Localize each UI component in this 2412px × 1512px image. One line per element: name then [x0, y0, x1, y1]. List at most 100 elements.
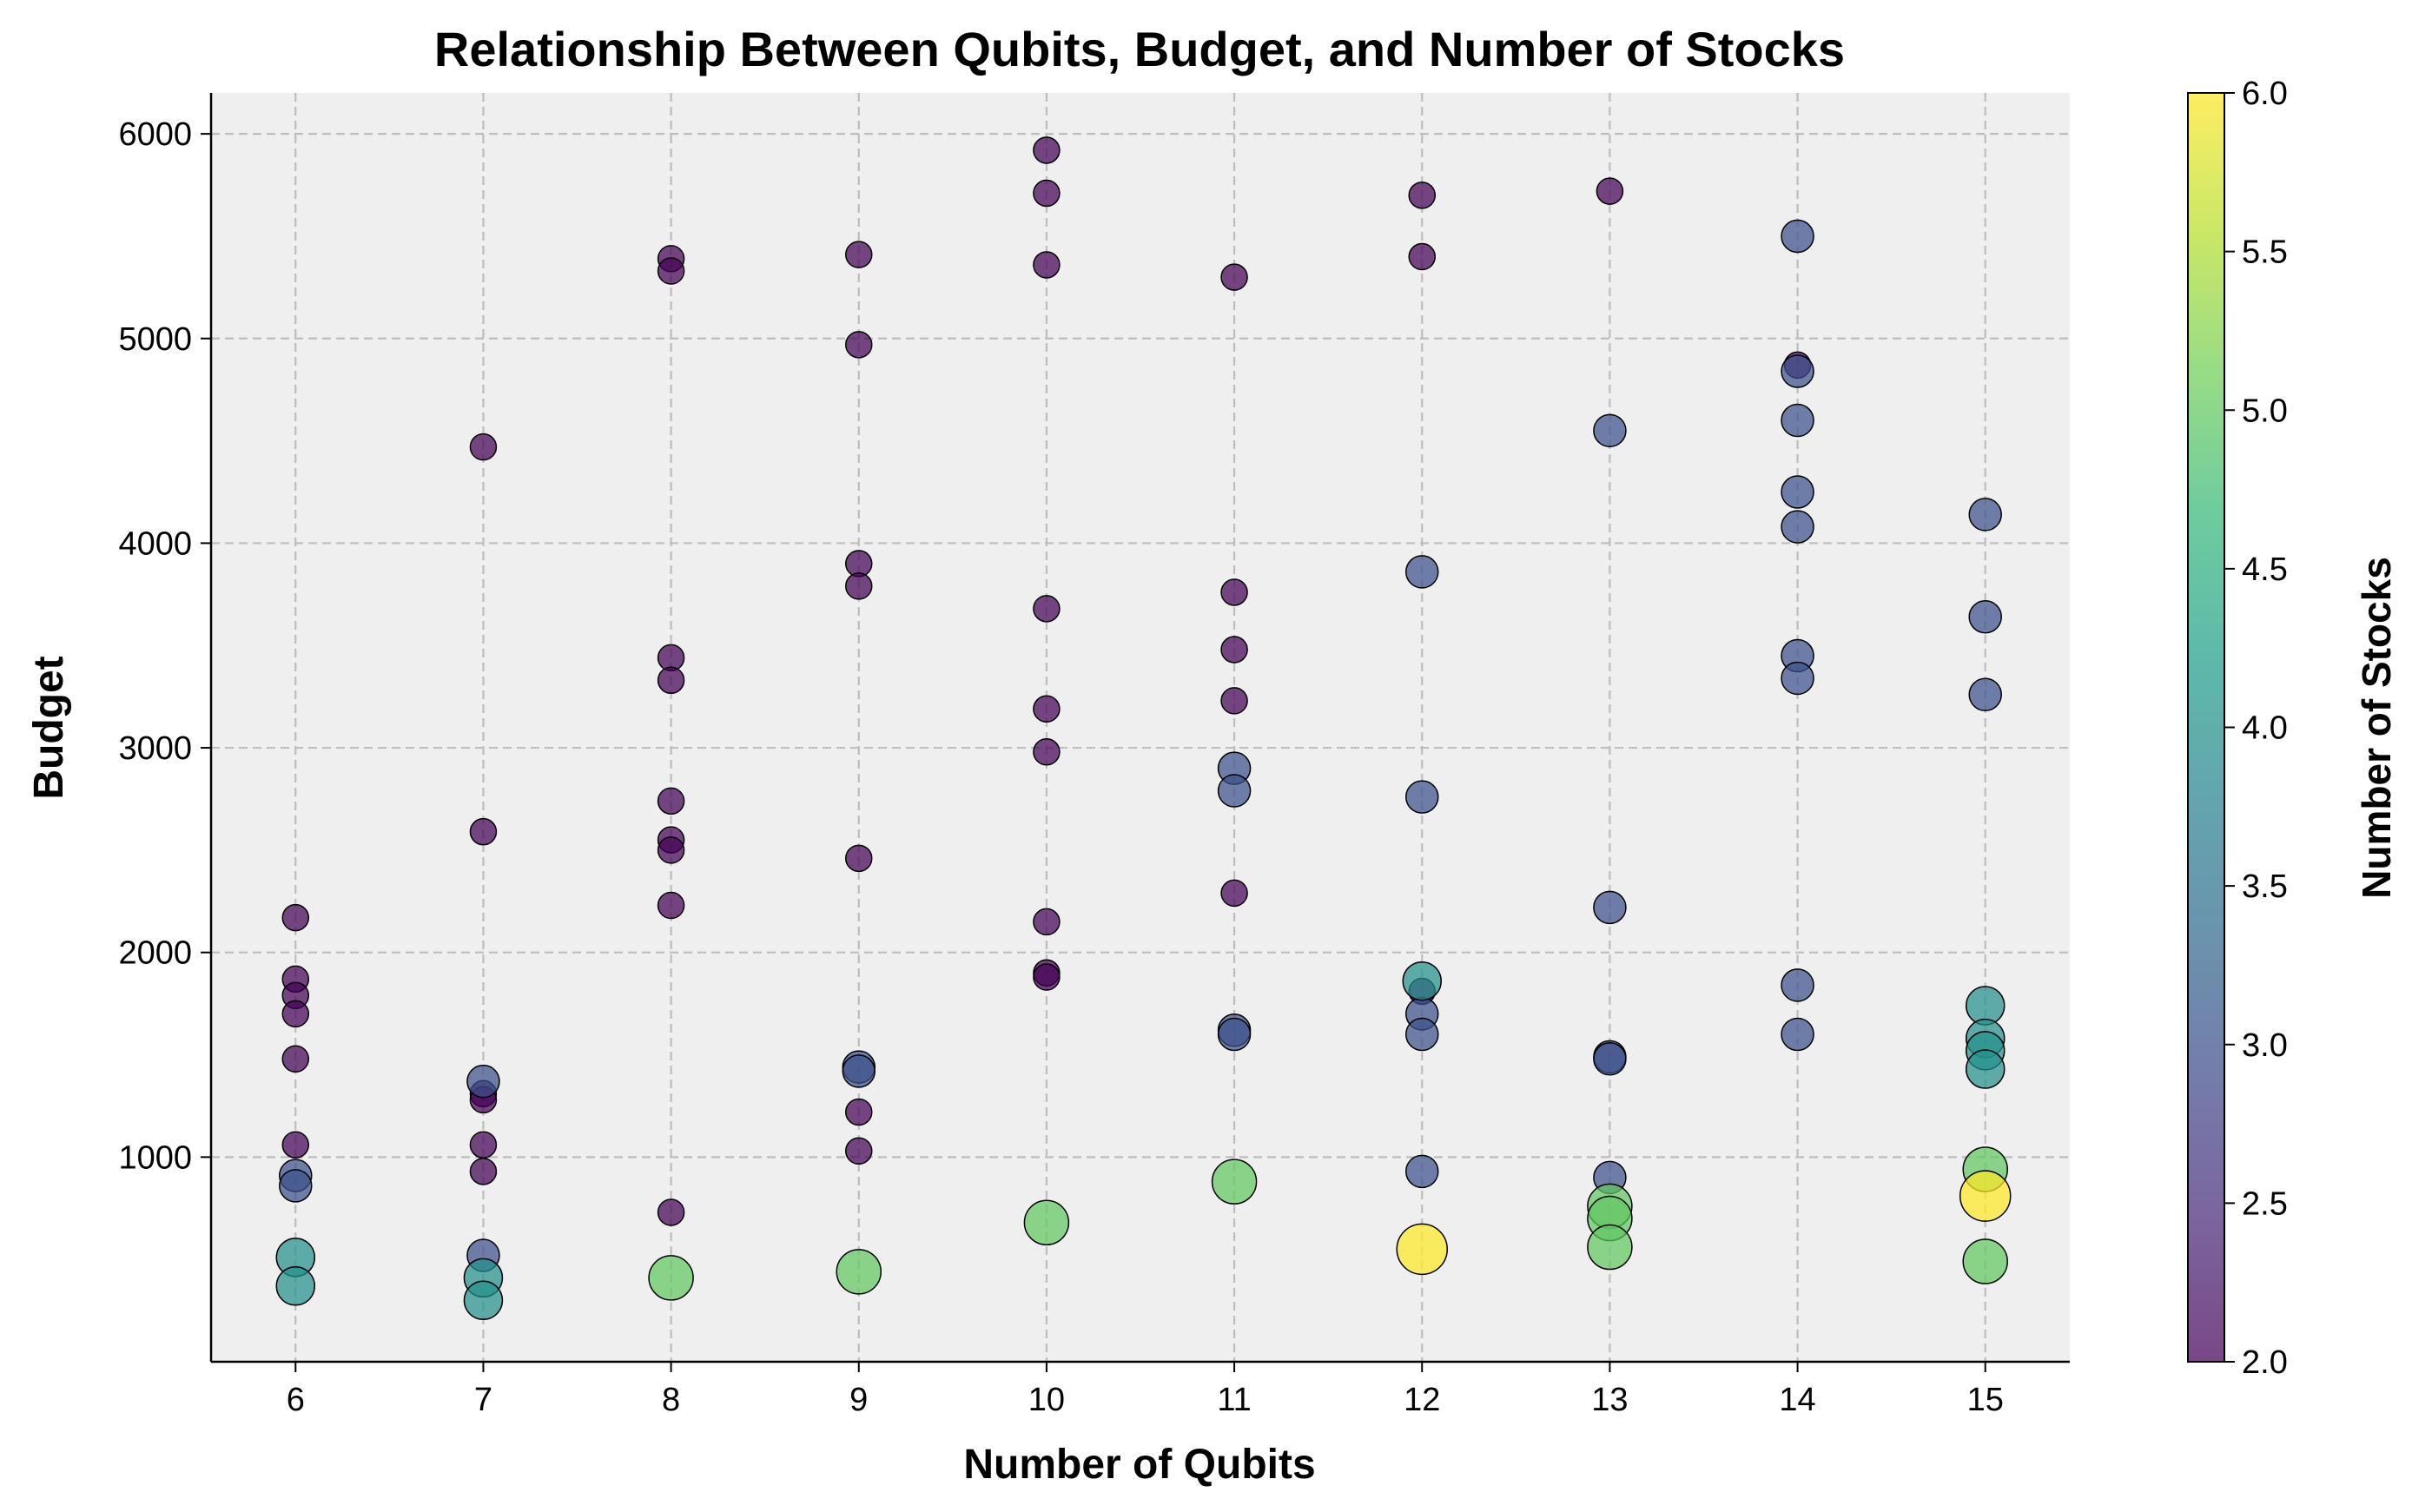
- y-tick-label: 6000: [118, 116, 192, 153]
- colorbar-label: Number of Stocks: [2354, 557, 2399, 899]
- colorbar-tick-label: 5.0: [2242, 393, 2288, 429]
- colorbar: 2.0 2.5 3.0 3.5 4.0 4.5 5.0 5.5 6.0 Number of St…: [2187, 76, 2399, 1381]
- data-point: [657, 666, 685, 695]
- data-point: [648, 1255, 694, 1301]
- data-point: [1220, 687, 1248, 715]
- data-point: [281, 1000, 310, 1028]
- data-point: [1023, 1199, 1070, 1246]
- data-point: [845, 844, 873, 873]
- data-point: [1217, 774, 1252, 808]
- data-point: [279, 1169, 313, 1203]
- x-tick-label: 6: [287, 1382, 305, 1418]
- data-point: [845, 331, 873, 359]
- data-point: [1781, 475, 1814, 509]
- y-tick-label: 3000: [118, 730, 192, 767]
- data-point: [1033, 136, 1061, 164]
- data-point: [1033, 738, 1061, 766]
- data-point: [1404, 1017, 1439, 1052]
- data-point: [469, 432, 498, 461]
- data-point: [1968, 677, 2002, 712]
- data-point: [1781, 661, 1814, 696]
- data-point: [469, 1158, 498, 1185]
- colorbar-ticks: 2.0 2.5 3.0 3.5 4.0 4.5 5.0 5.5 6.0: [2224, 76, 2288, 1381]
- data-point: [281, 1131, 310, 1159]
- data-point: [1408, 242, 1436, 271]
- data-point: [836, 1249, 882, 1295]
- data-point: [275, 1266, 316, 1306]
- x-tick-label: 11: [1217, 1382, 1251, 1418]
- data-point: [1404, 555, 1439, 589]
- colorbar-tick-label: 3.5: [2242, 868, 2288, 905]
- data-point: [1593, 890, 1627, 925]
- data-point: [463, 1280, 504, 1321]
- data-point: [1404, 1154, 1439, 1189]
- data-point: [1781, 1017, 1814, 1052]
- y-ticks: 1000 2000 3000 4000 5000 6000: [118, 116, 211, 1176]
- colorbar-tick-label: 5.5: [2242, 234, 2288, 271]
- data-point: [281, 903, 310, 932]
- data-point: [845, 1137, 873, 1165]
- x-tick-label: 15: [1967, 1382, 2004, 1418]
- y-tick-label: 1000: [118, 1139, 192, 1176]
- colorbar-tick-label: 3.0: [2242, 1027, 2288, 1064]
- data-point: [657, 1198, 685, 1226]
- data-point: [1781, 510, 1814, 544]
- data-point: [466, 1064, 500, 1099]
- data-point: [1593, 1041, 1627, 1076]
- x-axis-label: Number of Qubits: [963, 1442, 1315, 1488]
- data-point: [1220, 879, 1248, 908]
- data-point: [1781, 354, 1814, 388]
- colorbar-tick-label: 4.5: [2242, 551, 2288, 588]
- data-point: [1033, 963, 1061, 991]
- x-tick-label: 8: [662, 1382, 680, 1418]
- chart-title: Relationship Between Qubits, Budget, and…: [434, 22, 1845, 76]
- y-axis-label: Budget: [26, 656, 72, 799]
- data-point: [657, 787, 685, 815]
- x-ticks: 6 7 8 9 10 11 12 13 14 15: [287, 1362, 2004, 1418]
- x-tick-label: 10: [1028, 1382, 1065, 1418]
- y-tick-label: 4000: [118, 525, 192, 562]
- x-tick-label: 13: [1591, 1382, 1628, 1418]
- data-point: [657, 891, 685, 920]
- data-point: [1402, 961, 1442, 1001]
- data-point: [1965, 1049, 2006, 1089]
- data-point: [1781, 219, 1814, 254]
- colorbar-tick-label: 6.0: [2242, 76, 2288, 112]
- data-point: [657, 836, 685, 864]
- plot-background: [211, 93, 2070, 1362]
- data-point: [1220, 578, 1248, 606]
- data-point: [1033, 251, 1061, 279]
- data-points: [275, 136, 2012, 1321]
- plot-area: 6 7 8 9 10 11 12 13 14 15 1000 2000 3000 4000 5000 6000: [118, 93, 2070, 1418]
- data-point: [842, 1054, 876, 1088]
- data-point: [281, 1045, 310, 1073]
- colorbar-gradient: [2187, 92, 2225, 1363]
- data-point: [469, 817, 498, 846]
- y-tick-label: 2000: [118, 935, 192, 972]
- data-point: [1033, 695, 1061, 723]
- x-tick-label: 7: [474, 1382, 492, 1418]
- data-point: [1587, 1224, 1633, 1271]
- data-point: [1408, 182, 1436, 209]
- x-tick-label: 12: [1404, 1382, 1440, 1418]
- data-point: [1968, 498, 2002, 532]
- data-point: [1962, 1238, 2008, 1284]
- data-point: [1033, 908, 1061, 936]
- data-point: [1968, 600, 2002, 634]
- colorbar-tick-label: 4.0: [2242, 710, 2288, 747]
- data-point: [1220, 263, 1248, 291]
- x-tick-label: 14: [1779, 1382, 1815, 1418]
- data-point: [1217, 1017, 1252, 1052]
- colorbar-tick-label: 2.0: [2242, 1344, 2288, 1381]
- data-point: [845, 1098, 873, 1126]
- data-point: [657, 257, 685, 285]
- colorbar-tick-label: 2.5: [2242, 1185, 2288, 1222]
- data-point: [845, 572, 873, 600]
- data-point: [1211, 1159, 1258, 1205]
- data-point: [1404, 780, 1439, 814]
- data-point: [1781, 968, 1814, 1002]
- x-tick-label: 9: [849, 1382, 868, 1418]
- data-point: [1959, 1170, 2012, 1222]
